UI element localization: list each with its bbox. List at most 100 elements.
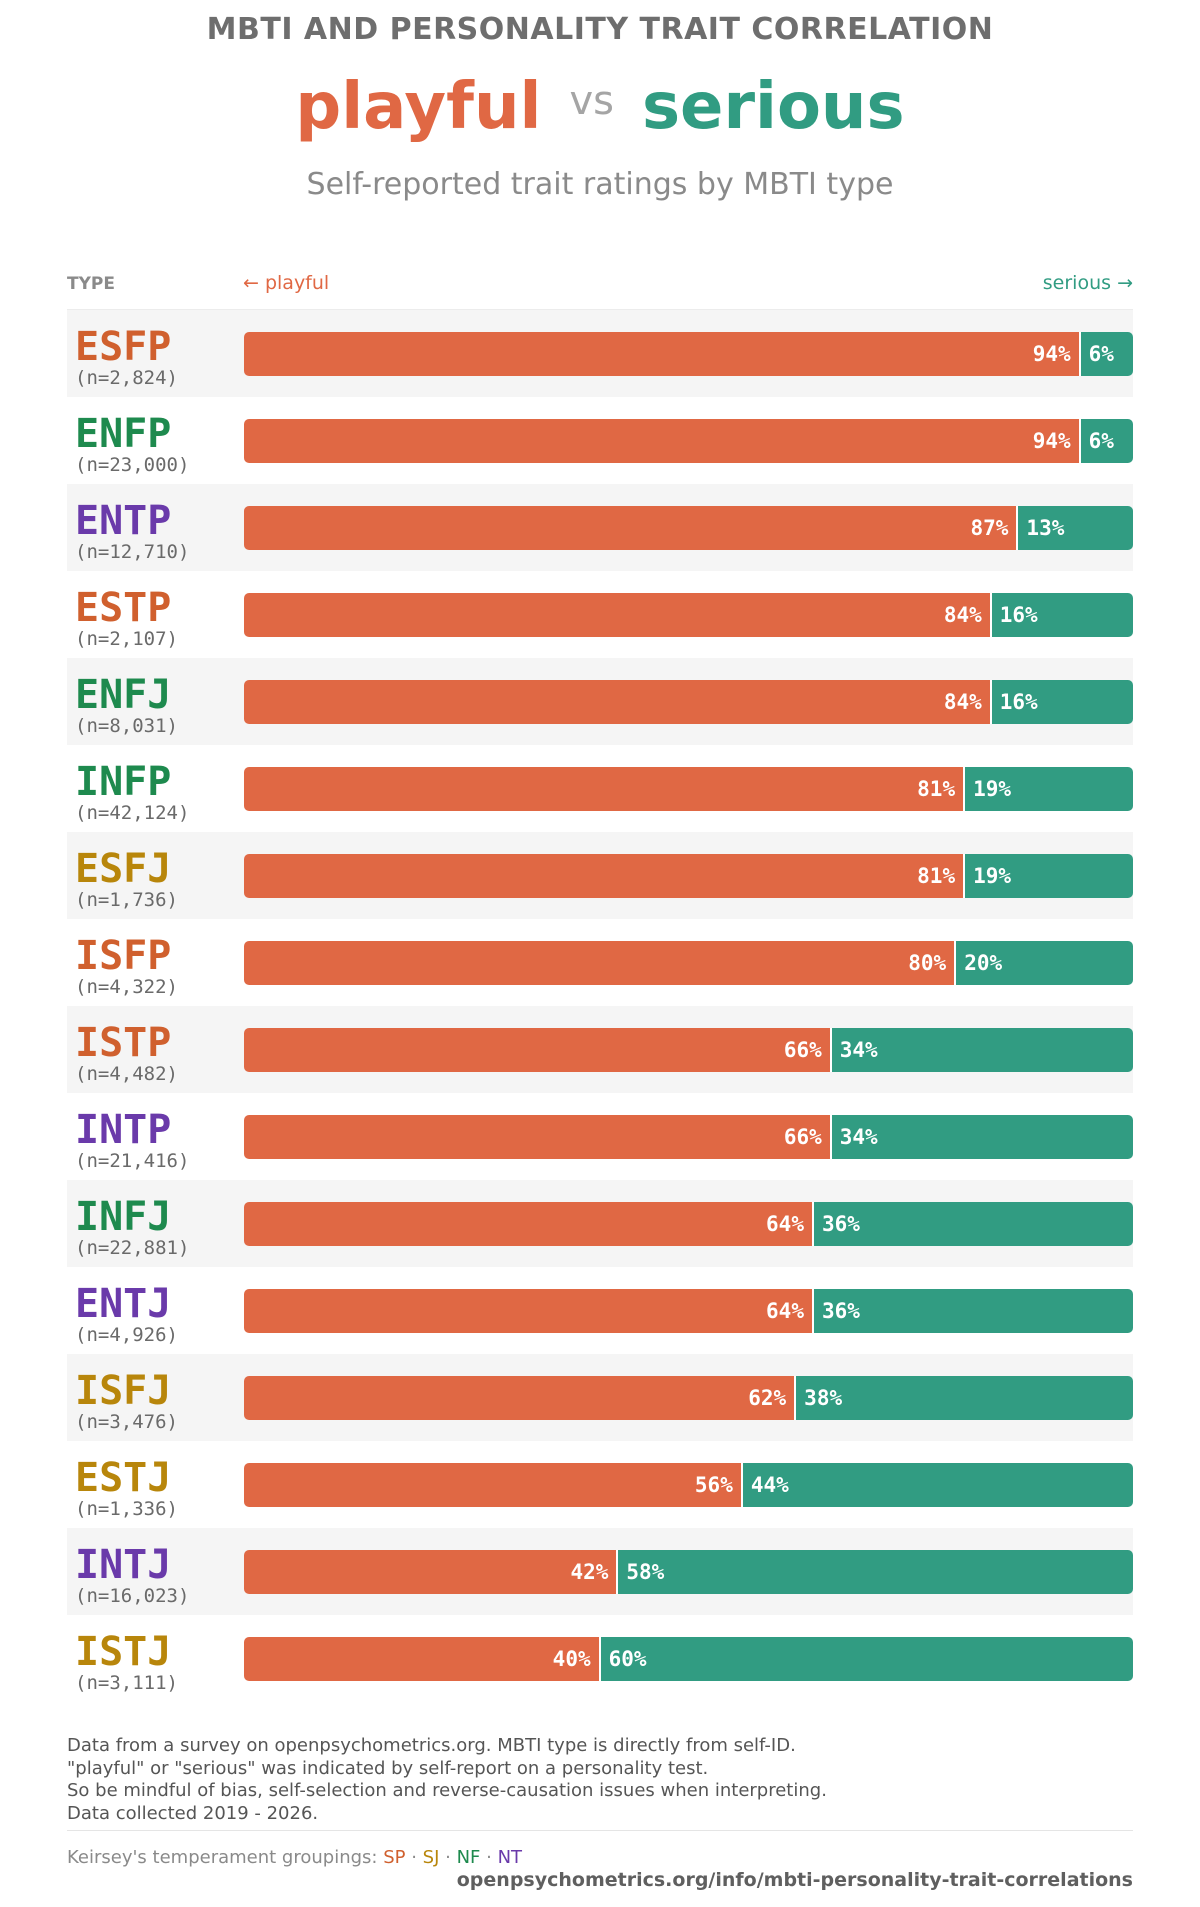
- mbti-type-label: ISTJ: [75, 1629, 172, 1675]
- table-row: INTP (n=21,416) 66% 34%: [67, 1093, 1133, 1180]
- segment-divider: [989, 593, 992, 637]
- stacked-bar: 64% 36%: [244, 1202, 1133, 1246]
- mbti-type-label: ENTJ: [75, 1281, 172, 1327]
- sample-size-label: (n=4,322): [75, 976, 178, 998]
- playful-bar-segment: [244, 1637, 600, 1681]
- playful-value-label: 66%: [783, 1125, 822, 1149]
- serious-value-label: 34%: [839, 1038, 878, 1062]
- serious-bar-segment: [830, 1028, 1133, 1072]
- playful-value-label: 66%: [783, 1038, 822, 1062]
- serious-value-label: 38%: [804, 1386, 843, 1410]
- table-row: ESFP (n=2,824) 94% 6%: [67, 310, 1133, 397]
- playful-bar-segment: [244, 1376, 796, 1420]
- sample-size-label: (n=4,482): [75, 1063, 178, 1085]
- table-row: ESTP (n=2,107) 84% 16%: [67, 571, 1133, 658]
- table-row: ESFJ (n=1,736) 81% 19%: [67, 832, 1133, 919]
- sample-size-label: (n=21,416): [75, 1150, 190, 1172]
- stacked-bar: 62% 38%: [244, 1376, 1133, 1420]
- stacked-bar: 94% 6%: [244, 419, 1133, 463]
- serious-value-label: 34%: [839, 1125, 878, 1149]
- stacked-bar: 87% 13%: [244, 506, 1133, 550]
- serious-bar-segment: [1079, 419, 1133, 463]
- serious-value-label: 6%: [1088, 429, 1114, 453]
- serious-value-label: 6%: [1088, 342, 1114, 366]
- playful-value-label: 81%: [917, 777, 956, 801]
- segment-divider: [963, 854, 966, 898]
- table-row: INFJ (n=22,881) 64% 36%: [67, 1180, 1133, 1267]
- serious-bar-segment: [830, 1115, 1133, 1159]
- playful-bar-segment: [244, 1202, 813, 1246]
- source-url: openpsychometrics.org/info/mbti-personal…: [456, 1869, 1133, 1891]
- playful-bar-segment: [244, 419, 1080, 463]
- segment-divider: [989, 680, 992, 724]
- headline-vs: vs: [569, 78, 614, 124]
- serious-value-label: 13%: [1026, 516, 1065, 540]
- playful-value-label: 56%: [694, 1473, 733, 1497]
- sample-size-label: (n=1,736): [75, 889, 178, 911]
- chart-title: MBTI AND PERSONALITY TRAIT CORRELATION: [206, 12, 994, 47]
- mbti-type-label: ESFJ: [75, 846, 172, 892]
- stacked-bar: 66% 34%: [244, 1028, 1133, 1072]
- serious-bar-segment: [990, 680, 1133, 724]
- playful-bar-segment: [244, 332, 1080, 376]
- playful-bar-segment: [244, 593, 991, 637]
- legend-separator: ·: [480, 1847, 498, 1868]
- serious-value-label: 36%: [821, 1299, 860, 1323]
- playful-value-label: 80%: [908, 951, 947, 975]
- mbti-type-label: ESTJ: [75, 1455, 172, 1501]
- playful-value-label: 40%: [552, 1647, 591, 1671]
- stacked-bar: 40% 60%: [244, 1637, 1133, 1681]
- sample-size-label: (n=3,111): [75, 1672, 178, 1694]
- segment-divider: [963, 767, 966, 811]
- playful-bar-segment: [244, 1550, 618, 1594]
- serious-value-label: 36%: [821, 1212, 860, 1236]
- segment-divider: [616, 1550, 619, 1594]
- type-column-header: TYPE: [67, 274, 115, 294]
- playful-bar-segment: [244, 1463, 742, 1507]
- stacked-bar: 81% 19%: [244, 767, 1133, 811]
- mbti-type-label: ENFJ: [75, 672, 172, 718]
- footer-divider: [67, 1830, 1133, 1831]
- mbti-type-label: ISFP: [75, 933, 172, 979]
- table-row: ENTJ (n=4,926) 64% 36%: [67, 1267, 1133, 1354]
- sample-size-label: (n=3,476): [75, 1411, 178, 1433]
- playful-value-label: 81%: [917, 864, 956, 888]
- mbti-type-label: INFJ: [75, 1194, 172, 1240]
- serious-bar-segment: [795, 1376, 1133, 1420]
- segment-divider: [1016, 506, 1019, 550]
- playful-bar-segment: [244, 506, 1018, 550]
- legend-sj: SJ: [422, 1847, 440, 1868]
- playful-value-label: 84%: [943, 603, 982, 627]
- segment-divider: [1078, 332, 1081, 376]
- serious-bar-segment: [964, 767, 1133, 811]
- segment-divider: [794, 1376, 797, 1420]
- legend-label: Keirsey's temperament groupings:: [67, 1847, 378, 1868]
- sample-size-label: (n=42,124): [75, 802, 190, 824]
- sample-size-label: (n=16,023): [75, 1585, 190, 1607]
- serious-bar-segment: [617, 1550, 1133, 1594]
- stacked-bar: 94% 6%: [244, 332, 1133, 376]
- table-row: ISFP (n=4,322) 80% 20%: [67, 919, 1133, 1006]
- mbti-type-label: ISFJ: [75, 1368, 172, 1414]
- mbti-type-label: ESTP: [75, 585, 172, 631]
- playful-value-label: 94%: [1032, 342, 1071, 366]
- serious-bar-segment: [741, 1463, 1133, 1507]
- stacked-bar: 56% 44%: [244, 1463, 1133, 1507]
- serious-value-label: 16%: [999, 603, 1038, 627]
- playful-bar-segment: [244, 767, 965, 811]
- playful-value-label: 87%: [970, 516, 1009, 540]
- chart-rows: ESFP (n=2,824) 94% 6% ENFP (n=23,000) 94% 6% ENT…: [67, 310, 1133, 1702]
- legend-sp: SP: [383, 1847, 406, 1868]
- playful-axis-label: ← playful: [243, 272, 330, 294]
- serious-bar-segment: [812, 1202, 1133, 1246]
- table-row: ENFP (n=23,000) 94% 6%: [67, 397, 1133, 484]
- playful-value-label: 64%: [766, 1299, 804, 1323]
- playful-bar-segment: [244, 680, 991, 724]
- header-divider: [67, 309, 1133, 310]
- playful-bar-segment: [244, 1028, 831, 1072]
- sample-size-label: (n=22,881): [75, 1237, 190, 1259]
- subtitle: Self-reported trait ratings by MBTI type: [306, 167, 894, 202]
- sample-size-label: (n=12,710): [75, 541, 190, 563]
- serious-bar-segment: [1017, 506, 1133, 550]
- table-row: ESTJ (n=1,336) 56% 44%: [67, 1441, 1133, 1528]
